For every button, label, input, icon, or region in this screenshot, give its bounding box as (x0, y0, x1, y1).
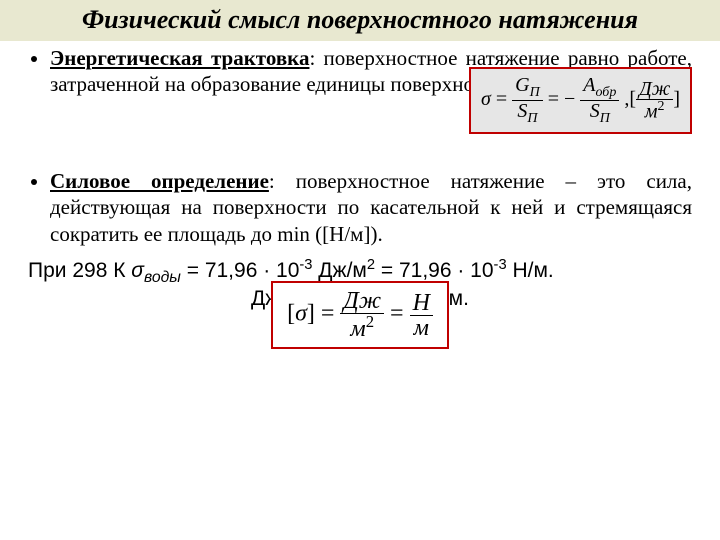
water-u2: Н/м. (507, 259, 554, 282)
bullet-energy: Энергетическая трактовка: поверхностное … (50, 45, 692, 135)
g-sub: П (530, 85, 540, 100)
f2-rb: ] (307, 301, 315, 327)
bullet-force: Силовое определение: поверхностное натяж… (50, 168, 692, 247)
f2-eq2: = (384, 301, 410, 327)
f2-frac1: Джм2 (340, 289, 384, 341)
sym-sigma: σ (481, 88, 491, 110)
water-e1: -3 (299, 257, 312, 273)
g-num: G (515, 74, 529, 96)
a-sub: обр (595, 85, 616, 100)
s-sub2: П (600, 111, 610, 126)
frac-unit: Джм2 (636, 79, 673, 122)
f2-m: м (350, 316, 365, 342)
sym-minus: = − (548, 88, 576, 110)
f2-j: Дж (340, 289, 384, 314)
frac-g-s: GПSП (512, 75, 543, 126)
frac-a-s: AобрSП (580, 75, 619, 126)
water-mid: = 71,96 · 10 (375, 259, 494, 282)
water-sigma: σ (131, 259, 144, 282)
unit-m: м (645, 101, 658, 123)
f2-lb: [ (287, 301, 295, 327)
f2-eq: = (315, 301, 341, 327)
sym-rb: ] (673, 88, 680, 110)
s-den2: S (590, 100, 600, 122)
slide-body: Энергетическая трактовка: поверхностное … (0, 41, 720, 349)
formula-units: [σ] = Джм2 = Нм (271, 281, 449, 349)
a-num: A (583, 74, 595, 96)
f2-sq: 2 (366, 312, 374, 331)
unit-sq: 2 (658, 99, 665, 114)
formula-energy: σ = GПSП = − AобрSП ,[Джм2] (469, 67, 692, 134)
water-sub: воды (144, 269, 181, 286)
f2-n: Н (410, 291, 433, 316)
unit-j: Дж (639, 78, 670, 100)
water-e2: -3 (494, 257, 507, 273)
water-r1: = 71,96 · 10 (181, 259, 300, 282)
slide-title: Физический смысл поверхностного натяжени… (0, 0, 720, 41)
s-sub: П (527, 111, 537, 126)
f2-sigma: σ (295, 301, 307, 327)
f2-frac2: Нм (410, 291, 433, 340)
water-sq: 2 (367, 257, 375, 273)
water-pre: При 298 К (28, 259, 131, 282)
bullet-force-lead: Силовое определение (50, 169, 269, 193)
f2-m2: м (410, 316, 433, 340)
sym-eq: = (496, 88, 507, 110)
s-den: S (517, 100, 527, 122)
sym-lb: [ (629, 88, 636, 110)
bullet-energy-lead: Энергетическая трактовка (50, 46, 309, 70)
water-u1: Дж/м (312, 259, 366, 282)
